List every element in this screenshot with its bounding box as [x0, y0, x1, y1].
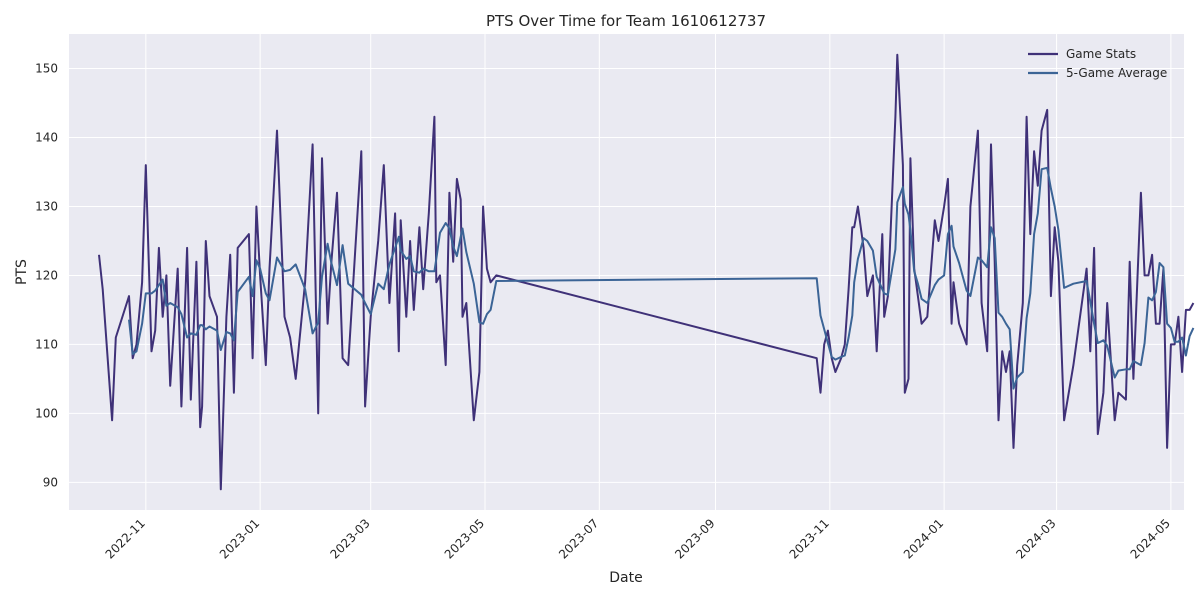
- legend-label-5-game-average: 5-Game Average: [1066, 66, 1167, 80]
- x-axis-ticks: 2022-11 2023-01 2023-03 2023-05 2023-07 2023-…: [103, 516, 1173, 561]
- x-tick-label-2024-01: 2024-01: [901, 516, 946, 561]
- y-tick-label-90: 90: [43, 475, 58, 489]
- series-line-5-game-average: [128, 166, 1195, 390]
- x-tick-label-2023-09: 2023-09: [672, 516, 717, 561]
- y-tick-label-140: 140: [35, 130, 58, 144]
- x-tick-label-2023-07: 2023-07: [556, 516, 601, 561]
- chart-title: PTS Over Time for Team 1610612737: [486, 12, 766, 30]
- x-tick-label-2023-01: 2023-01: [217, 516, 262, 561]
- x-tick-label-2024-03: 2024-03: [1013, 516, 1058, 561]
- y-axis-label: PTS: [14, 259, 30, 285]
- y-tick-label-130: 130: [35, 199, 58, 213]
- y-tick-label-120: 120: [35, 268, 58, 282]
- series-layer: [98, 53, 1195, 491]
- grid: [69, 34, 1184, 510]
- x-tick-label-2024-05: 2024-05: [1128, 516, 1173, 561]
- x-tick-label-2022-11: 2022-11: [103, 516, 148, 561]
- x-tick-label-2023-05: 2023-05: [442, 516, 487, 561]
- legend: Game Stats 5-Game Average: [1028, 47, 1167, 80]
- legend-label-game-stats: Game Stats: [1066, 47, 1136, 61]
- y-tick-label-110: 110: [35, 337, 58, 351]
- y-tick-label-100: 100: [35, 406, 58, 420]
- y-axis-ticks: 90 100 110 120 130 140 150: [35, 61, 58, 489]
- series-line-game-stats: [98, 53, 1195, 491]
- x-tick-label-2023-03: 2023-03: [327, 516, 372, 561]
- x-tick-label-2023-11: 2023-11: [787, 516, 832, 561]
- y-tick-label-150: 150: [35, 61, 58, 75]
- x-axis-label: Date: [609, 570, 642, 586]
